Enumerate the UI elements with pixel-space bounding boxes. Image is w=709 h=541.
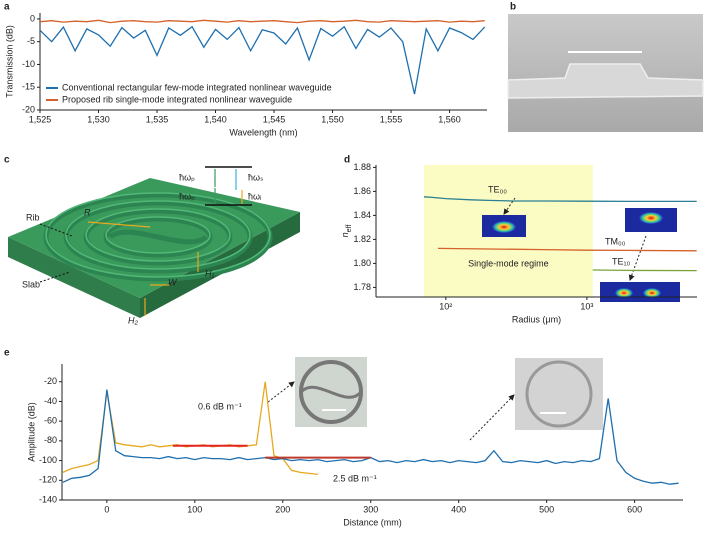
waveguide-diagram [8, 166, 300, 318]
diagram-label: Slab [22, 279, 40, 289]
x-axis-label: Wavelength (nm) [229, 127, 297, 137]
legend-label: Conventional rectangular few-mode integr… [62, 82, 332, 92]
diagram-label: W [168, 277, 178, 287]
panel-label: d [344, 155, 350, 166]
x-tick-label: 500 [539, 504, 554, 514]
fit-label: 2.5 dB m⁻¹ [333, 473, 377, 483]
region-label: Single-mode regime [468, 258, 549, 268]
y-tick-label: -60 [44, 416, 57, 426]
x-tick-label: 1,540 [204, 114, 227, 124]
x-tick-label: 10³ [580, 301, 593, 311]
series-label: TE₀₀ [488, 184, 507, 194]
y-axis-label-sub: eff [346, 225, 353, 233]
y-tick-label: -5 [27, 36, 35, 46]
y-tick-label: -100 [39, 455, 57, 465]
y-tick-label: 1.82 [353, 234, 371, 244]
ring-images [267, 357, 603, 441]
x-tick-label: 0 [104, 504, 109, 514]
x-tick-label: 300 [363, 504, 378, 514]
y-tick-label: -40 [44, 396, 57, 406]
x-tick-label: 1,530 [87, 114, 110, 124]
series-label: TE₁₀ [612, 256, 631, 266]
sem-image [507, 14, 704, 132]
diagram-label: H₁ [205, 268, 214, 278]
diagram-label: H₂ [128, 315, 138, 325]
y-tick-label: 1.84 [353, 210, 371, 220]
x-axis-label: Distance (mm) [343, 517, 402, 527]
y-tick-label: -15 [22, 82, 35, 92]
series-label: TM₀₀ [605, 236, 626, 246]
y-tick-label: 1.86 [353, 186, 371, 196]
x-axis-label: Radius (μm) [512, 314, 561, 324]
energy-label: ħωₛ [248, 172, 263, 182]
x-tick-label: 1,525 [29, 114, 52, 124]
energy-label: ħωₚ [179, 191, 195, 201]
x-tick-label: 200 [275, 504, 290, 514]
y-axis-label: Transmission (dB) [4, 25, 14, 98]
series-line [39, 25, 486, 95]
panel-label: e [4, 348, 10, 359]
series-line [437, 247, 697, 252]
series-line [39, 19, 485, 24]
y-tick-label: -20 [22, 104, 35, 114]
y-axis-label: neff [340, 225, 352, 238]
series-line [423, 196, 697, 203]
fit-label: 0.6 dB m⁻¹ [198, 401, 242, 411]
x-tick-label: 100 [187, 504, 202, 514]
y-tick-label: 1.88 [353, 162, 371, 172]
y-tick-label: -120 [39, 475, 57, 485]
energy-label: ħωᵢ [248, 191, 261, 201]
x-tick-label: 400 [451, 504, 466, 514]
y-tick-label: -80 [44, 435, 57, 445]
y-tick-label: -10 [22, 59, 35, 69]
x-tick-label: 1,535 [146, 114, 169, 124]
panel-label: b [510, 2, 516, 13]
y-tick-label: 1.80 [353, 258, 371, 268]
x-tick-label: 10² [439, 301, 452, 311]
panel-label: c [4, 155, 10, 166]
diagram-label: Rib [26, 212, 40, 222]
y-tick-label: 1.78 [353, 282, 371, 292]
diagram-label: R [84, 207, 91, 217]
x-tick-label: 1,555 [380, 114, 403, 124]
y-axis-label: Amplitude (dB) [26, 402, 36, 462]
series-line [592, 269, 697, 272]
x-tick-label: 1,560 [438, 114, 461, 124]
y-axis-label-main: n [340, 232, 350, 237]
x-tick-label: 1,545 [263, 114, 286, 124]
energy-label: ħωₚ [179, 172, 195, 182]
y-tick-label: -140 [39, 494, 57, 504]
x-tick-label: 600 [627, 504, 642, 514]
y-tick-label: -20 [44, 376, 57, 386]
y-tick-label: 0 [30, 13, 35, 23]
x-tick-label: 1,550 [321, 114, 344, 124]
series-line [62, 381, 319, 476]
panel-label: a [4, 2, 10, 13]
legend-label: Proposed rib single-mode integrated nonl… [62, 94, 292, 104]
